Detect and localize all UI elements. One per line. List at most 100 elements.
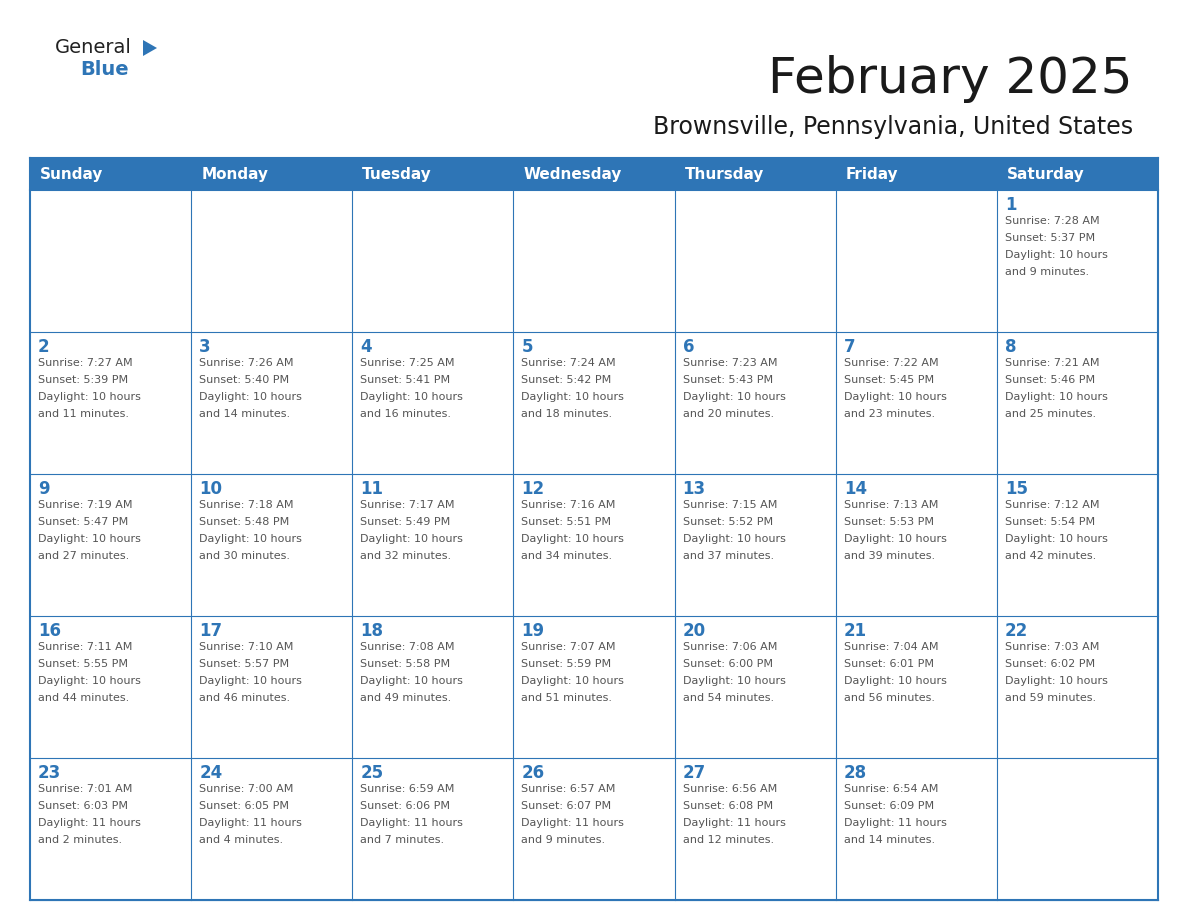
Text: Sunrise: 7:26 AM: Sunrise: 7:26 AM [200,358,293,368]
Bar [191,758,353,900]
Text: and 32 minutes.: and 32 minutes. [360,551,451,561]
Text: 9: 9 [38,480,50,498]
Text: Sunrise: 7:13 AM: Sunrise: 7:13 AM [843,500,939,510]
Text: 11: 11 [360,480,384,498]
Text: Sunset: 6:03 PM: Sunset: 6:03 PM [38,801,128,811]
Text: and 14 minutes.: and 14 minutes. [843,835,935,845]
Bar [353,190,513,332]
Bar [353,332,513,474]
Text: Daylight: 10 hours: Daylight: 10 hours [843,392,947,402]
Text: Daylight: 10 hours: Daylight: 10 hours [522,676,625,686]
Text: Sunset: 6:06 PM: Sunset: 6:06 PM [360,801,450,811]
Text: and 51 minutes.: and 51 minutes. [522,693,613,703]
Text: Saturday: Saturday [1007,166,1085,182]
Text: Daylight: 11 hours: Daylight: 11 hours [38,818,141,828]
Bar [353,158,513,190]
Bar [835,474,997,616]
Text: Sunrise: 7:04 AM: Sunrise: 7:04 AM [843,642,939,652]
Text: Sunset: 5:53 PM: Sunset: 5:53 PM [843,517,934,527]
Bar [835,758,997,900]
Bar [513,332,675,474]
Text: Sunset: 5:41 PM: Sunset: 5:41 PM [360,375,450,385]
Text: Sunset: 5:49 PM: Sunset: 5:49 PM [360,517,450,527]
Text: Daylight: 10 hours: Daylight: 10 hours [683,676,785,686]
Text: and 4 minutes.: and 4 minutes. [200,835,283,845]
Text: Sunset: 5:52 PM: Sunset: 5:52 PM [683,517,772,527]
Text: Blue: Blue [80,60,128,79]
Text: Sunset: 6:00 PM: Sunset: 6:00 PM [683,659,772,669]
Text: Sunrise: 7:11 AM: Sunrise: 7:11 AM [38,642,132,652]
Bar [191,158,353,190]
Text: Daylight: 11 hours: Daylight: 11 hours [200,818,302,828]
Text: Daylight: 10 hours: Daylight: 10 hours [1005,676,1107,686]
Text: Sunset: 5:46 PM: Sunset: 5:46 PM [1005,375,1095,385]
Text: Sunrise: 7:28 AM: Sunrise: 7:28 AM [1005,216,1099,226]
Text: Sunrise: 7:17 AM: Sunrise: 7:17 AM [360,500,455,510]
Text: and 20 minutes.: and 20 minutes. [683,409,773,419]
Text: Daylight: 11 hours: Daylight: 11 hours [843,818,947,828]
Text: and 34 minutes.: and 34 minutes. [522,551,613,561]
Text: Sunset: 6:09 PM: Sunset: 6:09 PM [843,801,934,811]
Text: 6: 6 [683,338,694,356]
Bar [191,616,353,758]
Bar [513,616,675,758]
Bar [513,474,675,616]
Text: Sunrise: 6:59 AM: Sunrise: 6:59 AM [360,784,455,794]
Text: 16: 16 [38,622,61,640]
Bar [513,190,675,332]
Bar [353,758,513,900]
Bar [997,616,1158,758]
Text: and 18 minutes.: and 18 minutes. [522,409,613,419]
Text: Daylight: 10 hours: Daylight: 10 hours [683,534,785,544]
Text: Sunset: 5:54 PM: Sunset: 5:54 PM [1005,517,1095,527]
Text: Sunrise: 7:16 AM: Sunrise: 7:16 AM [522,500,615,510]
Text: 21: 21 [843,622,867,640]
Text: Sunset: 6:01 PM: Sunset: 6:01 PM [843,659,934,669]
Text: Sunset: 5:39 PM: Sunset: 5:39 PM [38,375,128,385]
Text: Daylight: 10 hours: Daylight: 10 hours [360,392,463,402]
Text: 23: 23 [38,764,62,782]
Bar [997,158,1158,190]
Text: Daylight: 10 hours: Daylight: 10 hours [200,392,302,402]
Text: 18: 18 [360,622,384,640]
Bar [997,474,1158,616]
Text: and 54 minutes.: and 54 minutes. [683,693,773,703]
Text: Tuesday: Tuesday [362,166,432,182]
Text: Friday: Friday [846,166,898,182]
Text: Sunset: 5:45 PM: Sunset: 5:45 PM [843,375,934,385]
Text: 26: 26 [522,764,544,782]
Bar [30,758,191,900]
Bar [835,332,997,474]
Text: Daylight: 10 hours: Daylight: 10 hours [843,676,947,686]
Text: Sunrise: 7:12 AM: Sunrise: 7:12 AM [1005,500,1099,510]
Bar [835,158,997,190]
Bar [191,332,353,474]
Text: 24: 24 [200,764,222,782]
Text: Wednesday: Wednesday [524,166,621,182]
Text: 22: 22 [1005,622,1028,640]
Text: Sunrise: 7:27 AM: Sunrise: 7:27 AM [38,358,133,368]
Text: 10: 10 [200,480,222,498]
Text: Sunrise: 7:00 AM: Sunrise: 7:00 AM [200,784,293,794]
Bar [30,190,191,332]
Text: and 12 minutes.: and 12 minutes. [683,835,773,845]
Polygon shape [143,40,157,56]
Text: Daylight: 10 hours: Daylight: 10 hours [1005,250,1107,260]
Text: and 25 minutes.: and 25 minutes. [1005,409,1097,419]
Text: Daylight: 10 hours: Daylight: 10 hours [38,534,141,544]
Bar [675,616,835,758]
Text: and 9 minutes.: and 9 minutes. [522,835,606,845]
Text: Daylight: 10 hours: Daylight: 10 hours [38,676,141,686]
Text: Monday: Monday [201,166,268,182]
Bar [513,158,675,190]
Text: 17: 17 [200,622,222,640]
Text: Sunset: 5:51 PM: Sunset: 5:51 PM [522,517,612,527]
Text: and 49 minutes.: and 49 minutes. [360,693,451,703]
Text: Sunset: 5:42 PM: Sunset: 5:42 PM [522,375,612,385]
Text: and 7 minutes.: and 7 minutes. [360,835,444,845]
Text: Daylight: 11 hours: Daylight: 11 hours [360,818,463,828]
Text: 4: 4 [360,338,372,356]
Text: Sunrise: 6:54 AM: Sunrise: 6:54 AM [843,784,939,794]
Text: 13: 13 [683,480,706,498]
Bar [675,190,835,332]
